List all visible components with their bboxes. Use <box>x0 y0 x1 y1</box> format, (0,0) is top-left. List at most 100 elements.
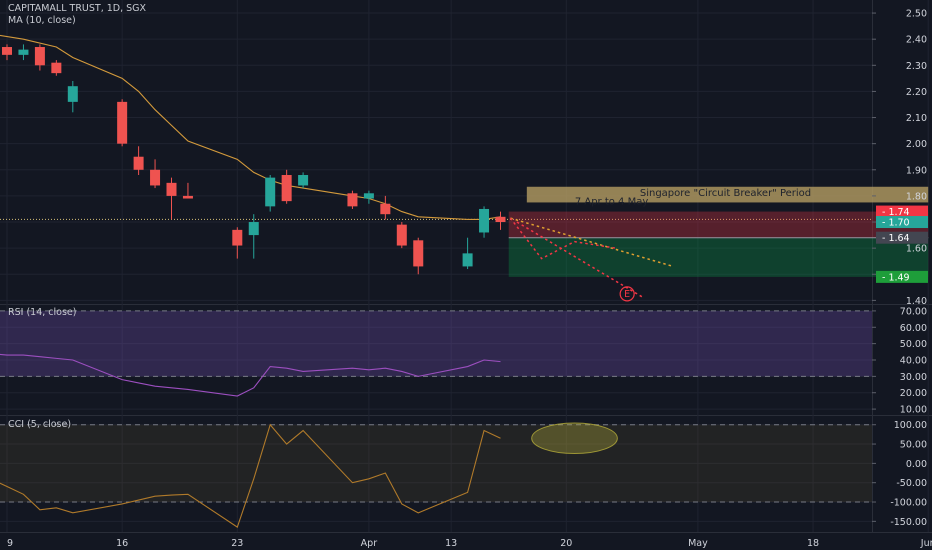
event-marker[interactable] <box>619 286 635 302</box>
axis-tick-label: 1.80 <box>906 191 927 202</box>
candle[interactable] <box>2 44 12 61</box>
price-tag[interactable]: - 1.64 <box>876 231 928 245</box>
candle[interactable] <box>182 182 193 199</box>
candle[interactable] <box>67 80 78 113</box>
candle-body <box>166 182 177 196</box>
ma-line <box>0 34 501 220</box>
candle[interactable] <box>51 60 62 76</box>
candlestick-series[interactable] <box>0 24 506 275</box>
event-marker-label: E <box>624 289 630 300</box>
chart-title: CAPITAMALL TRUST, 1D, SGX <box>8 3 147 14</box>
axis-tick-label: 60.00 <box>900 323 927 334</box>
annotation-box <box>526 186 929 203</box>
candle[interactable] <box>347 190 358 209</box>
stop-zone <box>508 211 929 238</box>
projection-lines[interactable]: E <box>509 217 674 302</box>
candle-body <box>51 62 62 74</box>
axis-tick-label: -150.00 <box>890 517 927 528</box>
candle-body <box>298 175 309 186</box>
price-tag-bg <box>876 205 928 218</box>
rsi-band <box>0 310 872 377</box>
candle[interactable] <box>133 146 144 176</box>
time-tick-label: Apr <box>361 538 378 549</box>
candle[interactable] <box>413 237 424 275</box>
price-tag[interactable]: - 1.74 <box>876 205 928 219</box>
candle[interactable] <box>166 177 177 220</box>
candle[interactable] <box>150 159 161 189</box>
time-tick-label: 23 <box>231 538 243 549</box>
candle[interactable] <box>462 237 473 270</box>
candle-body <box>281 175 292 202</box>
candle[interactable] <box>18 44 29 61</box>
annotation-line-2: 7 Apr to 4 May <box>575 196 649 207</box>
axis-tick-label: 70.00 <box>900 306 927 317</box>
candle-body <box>117 101 128 144</box>
cci-band <box>0 424 872 503</box>
axis-tick-label: -100.00 <box>890 498 927 509</box>
price-tag-label: - 1.70 <box>882 218 910 229</box>
projection-line[interactable] <box>516 221 644 299</box>
candle[interactable] <box>495 211 506 230</box>
short-position-tool[interactable] <box>508 211 929 277</box>
candle-body <box>182 195 193 199</box>
candle-body <box>265 177 276 207</box>
candle-body <box>232 229 243 246</box>
candle[interactable] <box>265 175 276 212</box>
candle-body <box>150 169 161 186</box>
price-tag[interactable]: - 1.70 <box>876 216 928 229</box>
candle[interactable] <box>248 214 259 259</box>
target-zone <box>508 237 929 277</box>
cci-legend: CCI (5, close) <box>8 419 71 430</box>
candle[interactable] <box>396 222 407 249</box>
axis-tick-label: 2.40 <box>906 35 927 46</box>
candle[interactable] <box>281 169 292 204</box>
axis-tick-label: 10.00 <box>900 405 927 416</box>
candle[interactable] <box>363 190 374 204</box>
moving-average-line <box>0 34 501 220</box>
axis-tick-label: 2.00 <box>906 139 927 150</box>
candle[interactable] <box>479 206 490 238</box>
cci-highlight-ellipse[interactable] <box>531 422 618 455</box>
candle-body <box>380 203 391 215</box>
candle-body <box>67 86 78 102</box>
candle[interactable] <box>232 227 243 259</box>
candle-body <box>495 216 506 223</box>
price-tag-label: - 1.49 <box>882 272 910 283</box>
candle[interactable] <box>117 99 128 147</box>
price-tag-bg <box>876 270 928 283</box>
price-axis[interactable]: 2.502.402.302.202.102.001.901.801.701.60… <box>872 9 928 528</box>
axis-tick-label: 50.00 <box>900 440 927 451</box>
candle[interactable] <box>298 172 309 189</box>
candle-body <box>18 49 29 55</box>
axis-tick-label: 2.20 <box>906 87 927 98</box>
cci-line <box>0 423 501 528</box>
rsi-legend: RSI (14, close) <box>8 307 76 318</box>
price-tag-bg <box>876 216 928 229</box>
projection-line[interactable] <box>510 217 674 268</box>
axis-tick-label: 0.00 <box>906 459 927 470</box>
time-tick-label: 9 <box>7 538 13 549</box>
axis-tick-label: 30.00 <box>900 372 927 383</box>
time-tick-label: 13 <box>445 538 457 549</box>
candle-body <box>347 193 358 207</box>
axis-tick-label: 20.00 <box>900 388 927 399</box>
rsi-line <box>0 353 501 397</box>
price-tag-bg <box>876 231 928 244</box>
axis-tick-label: -50.00 <box>896 478 927 489</box>
axis-tick-label: 2.50 <box>906 9 927 20</box>
axis-tick-label: 50.00 <box>900 339 927 350</box>
candle[interactable] <box>380 195 391 220</box>
candle[interactable] <box>34 44 45 71</box>
price-tag[interactable]: - 1.49 <box>876 270 928 284</box>
axis-tick-label: 2.30 <box>906 61 927 72</box>
time-axis[interactable]: 9 16 23 Apr 13 20 May 18 Jun <box>7 538 932 549</box>
candle-body <box>133 156 144 170</box>
grid <box>0 0 932 533</box>
axis-tick-label: 2.10 <box>906 113 927 124</box>
candle-body <box>248 222 259 236</box>
time-tick-label: May <box>688 538 708 549</box>
candle-body <box>363 193 374 199</box>
time-tick-label: 18 <box>807 538 819 549</box>
